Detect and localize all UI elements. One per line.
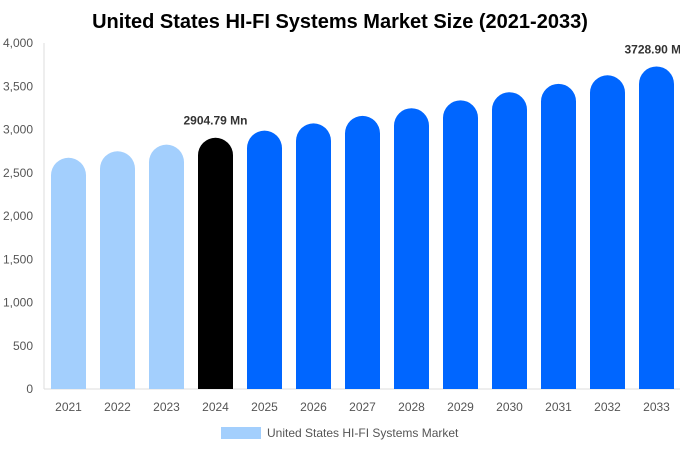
y-tick-label: 1,500: [3, 252, 33, 266]
data-label-2024: 2904.79 Mn: [183, 114, 247, 128]
y-tick-label: 4,000: [3, 36, 33, 50]
x-tick-label: 2022: [104, 400, 131, 414]
bar-2023[interactable]: [149, 144, 184, 389]
bar-2025[interactable]: [247, 130, 282, 389]
x-tick-label: 2024: [202, 400, 229, 414]
bar-2033[interactable]: [639, 66, 674, 390]
chart-title: United States HI-FI Systems Market Size …: [92, 11, 588, 33]
x-tick-label: 2031: [545, 400, 572, 414]
x-tick-label: 2025: [251, 400, 278, 414]
bars: [51, 66, 674, 390]
x-tick-label: 2021: [55, 400, 82, 414]
bar-2032[interactable]: [590, 75, 625, 389]
legend-label: United States HI-FI Systems Market: [267, 426, 459, 440]
bar-2024[interactable]: [198, 137, 233, 389]
x-tick-label: 2030: [496, 400, 523, 414]
bar-2022[interactable]: [100, 151, 135, 389]
y-tick-label: 3,000: [3, 123, 33, 137]
bar-2029[interactable]: [443, 100, 478, 389]
y-tick-label: 3,500: [3, 79, 33, 93]
bar-2027[interactable]: [345, 115, 380, 389]
y-tick-label: 2,000: [3, 209, 33, 223]
y-tick-label: 0: [26, 382, 33, 396]
x-tick-label: 2027: [349, 400, 376, 414]
y-tick-label: 2,500: [3, 166, 33, 180]
data-labels: 2904.79 Mn 3728.90 Mn: [183, 42, 680, 127]
legend[interactable]: United States HI-FI Systems Market: [221, 426, 459, 440]
x-tick-label: 2033: [643, 400, 670, 414]
legend-swatch: [221, 427, 261, 439]
bar-2026[interactable]: [296, 123, 331, 389]
x-tick-label: 2026: [300, 400, 327, 414]
x-tick-label: 2029: [447, 400, 474, 414]
x-tick-label: 2023: [153, 400, 180, 414]
bar-2021[interactable]: [51, 157, 86, 389]
y-tick-label: 1,000: [3, 296, 33, 310]
bar-2028[interactable]: [394, 108, 429, 390]
bar-2030[interactable]: [492, 92, 527, 389]
data-label-2033: 3728.90 Mn: [624, 42, 680, 56]
y-tick-label: 500: [13, 339, 33, 353]
x-tick-label: 2032: [594, 400, 621, 414]
x-axis: 2021 2022 2023 2024 2025 2026 2027 2028 2029 2030…: [55, 400, 670, 414]
x-tick-label: 2028: [398, 400, 425, 414]
bar-2031[interactable]: [541, 83, 576, 389]
